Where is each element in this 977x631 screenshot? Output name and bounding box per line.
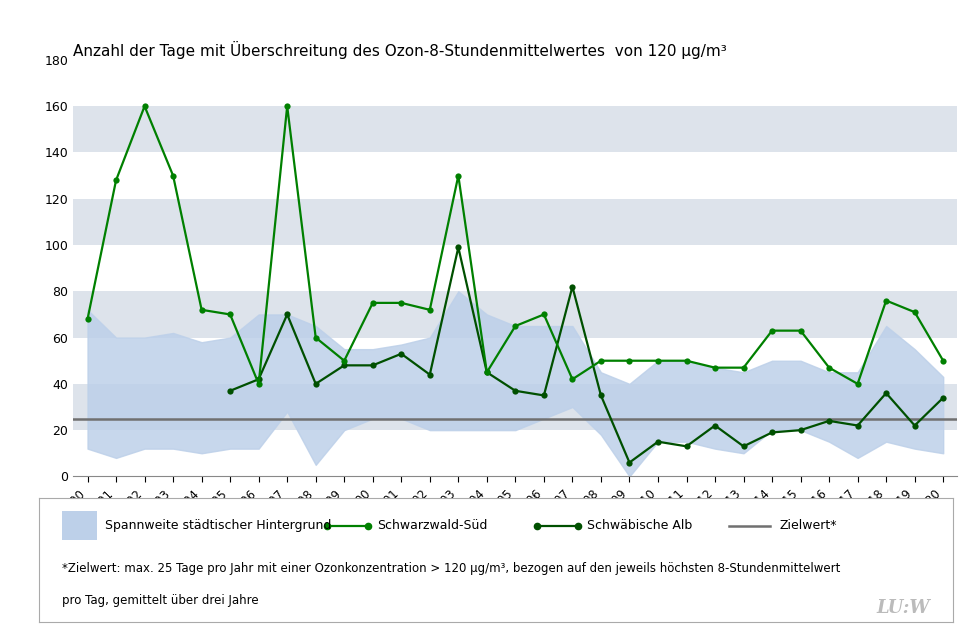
Bar — [73, 199, 957, 245]
Text: Spannweite städtischer Hintergrund: Spannweite städtischer Hintergrund — [105, 519, 331, 532]
Bar — [62, 511, 97, 540]
Text: Schwäbische Alb: Schwäbische Alb — [587, 519, 693, 532]
Bar — [73, 338, 957, 384]
Bar — [73, 292, 957, 338]
Bar — [73, 430, 957, 476]
Bar — [73, 106, 957, 153]
Text: LU:W: LU:W — [876, 599, 930, 616]
Bar — [73, 245, 957, 292]
Text: pro Tag, gemittelt über drei Jahre: pro Tag, gemittelt über drei Jahre — [62, 594, 259, 608]
Bar — [73, 384, 957, 430]
Text: Schwarzwald-Süd: Schwarzwald-Süd — [377, 519, 488, 532]
Bar — [73, 60, 957, 106]
Text: Zielwert*: Zielwert* — [779, 519, 836, 532]
Text: Anzahl der Tage mit Überschreitung des Ozon-8-Stundenmittelwertes  von 120 µg/m³: Anzahl der Tage mit Überschreitung des O… — [73, 41, 727, 59]
Text: *Zielwert: max. 25 Tage pro Jahr mit einer Ozonkonzentration > 120 µg/m³, bezoge: *Zielwert: max. 25 Tage pro Jahr mit ein… — [62, 562, 840, 575]
Bar — [73, 153, 957, 199]
